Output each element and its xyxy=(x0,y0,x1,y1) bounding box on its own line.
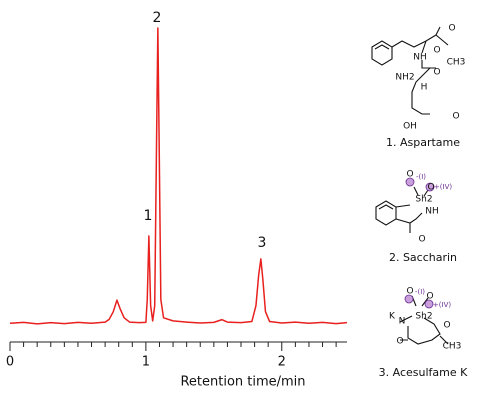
atom-label: Sh2 xyxy=(415,195,432,205)
atom-label: OH xyxy=(403,122,417,132)
atom-label: N xyxy=(399,317,406,327)
atom-label: O xyxy=(448,24,455,34)
atom-label: NH xyxy=(425,207,439,217)
compound-name: 1. Aspartame xyxy=(386,136,460,149)
atom-label: O xyxy=(427,183,434,193)
structure-drawings xyxy=(371,26,449,345)
atom-label: O xyxy=(433,46,440,56)
atom-label: O xyxy=(443,321,450,331)
peak-label: 2 xyxy=(153,10,162,26)
atom-label: O xyxy=(433,68,440,78)
atom-label: +(IV) xyxy=(434,183,452,191)
atom-label: O xyxy=(418,235,425,245)
atom-label: O xyxy=(406,170,413,180)
atom-label: O xyxy=(426,292,433,302)
atom-label: H xyxy=(421,83,428,93)
x-tick-label: 0 xyxy=(6,355,14,370)
atom-label: -(I) xyxy=(415,288,425,296)
atom-label: O xyxy=(396,337,403,347)
atom-label: NH2 xyxy=(395,73,414,83)
atom-label: CH3 xyxy=(447,58,466,68)
x-axis-label: Retention time/min xyxy=(180,375,305,390)
compound-name: 3. Acesulfame K xyxy=(379,366,468,379)
atom-label: O xyxy=(406,287,413,297)
peak-label: 3 xyxy=(258,235,267,251)
compound-name: 2. Saccharin xyxy=(389,251,457,264)
atom-label: K xyxy=(389,312,396,322)
atom-label: CH3 xyxy=(443,342,462,352)
peak-label: 1 xyxy=(144,208,153,224)
atom-label: -(I) xyxy=(416,173,426,181)
atom-label: NH xyxy=(413,53,427,63)
x-tick-label: 1 xyxy=(142,355,150,370)
chromatogram-line xyxy=(9,27,348,325)
atom-label: +(IV) xyxy=(433,301,451,309)
atom-label: O xyxy=(452,112,459,122)
atom-label: Sh2 xyxy=(415,312,432,322)
x-tick-label: 2 xyxy=(278,355,286,370)
